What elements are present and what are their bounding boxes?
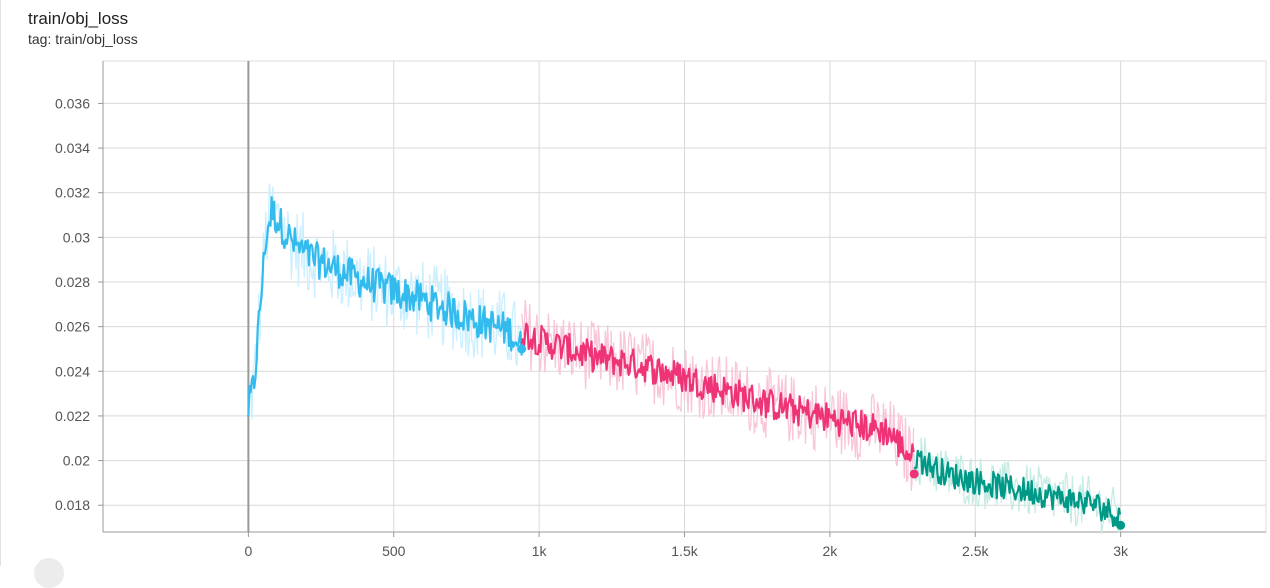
chart-tag: tag: train/obj_loss [28, 31, 138, 47]
x-tick-label: 3k [1113, 543, 1129, 559]
raw-series-line-3 [913, 437, 1121, 535]
y-tick-label: 0.028 [55, 274, 90, 290]
grid-lines [102, 60, 1267, 533]
smoothed-series-line-1 [247, 196, 523, 417]
y-tick-label: 0.036 [55, 95, 90, 111]
y-tick-label: 0.018 [55, 497, 90, 513]
raw-series-line-2 [521, 300, 915, 492]
smoothed-series-line-2 [520, 322, 915, 462]
y-tick-label: 0.026 [55, 319, 90, 335]
series-end-marker-2 [909, 469, 919, 479]
y-tick-label: 0.022 [55, 408, 90, 424]
x-tick-label: 0 [244, 543, 252, 559]
axes [98, 61, 1266, 537]
smoothed-series-lines [247, 196, 1122, 528]
smoothed-series-line-3 [913, 449, 1122, 528]
x-tick-label: 2k [822, 543, 838, 559]
x-tick-labels: 0 500 1k 1.5k 2k 2.5k 3k [244, 543, 1129, 559]
x-tick-label: 2.5k [962, 543, 989, 559]
y-tick-label: 0.032 [55, 185, 90, 201]
chart-plot-area[interactable]: 0 500 1k 1.5k 2k 2.5k 3k 0.0180.020.0220.0240.… [1, 0, 1270, 566]
y-tick-label: 0.024 [55, 363, 90, 379]
x-tick-label: 1k [532, 543, 548, 559]
chart-title: train/obj_loss [28, 9, 129, 28]
card-action-button[interactable] [34, 558, 64, 588]
y-tick-label: 0.03 [63, 229, 90, 245]
y-tick-label: 0.034 [55, 140, 90, 156]
series-end-marker-3 [1116, 520, 1126, 530]
y-tick-labels: 0.018 0.02 0.022 0.024 0.026 0.028 0.03 0.032 0.… [55, 95, 90, 513]
x-tick-label: 1.5k [671, 543, 698, 559]
x-tick-label: 500 [382, 543, 406, 559]
y-tick-label: 0.02 [63, 453, 90, 469]
series-end-markers [517, 344, 1126, 530]
series-end-marker-1 [517, 344, 527, 354]
